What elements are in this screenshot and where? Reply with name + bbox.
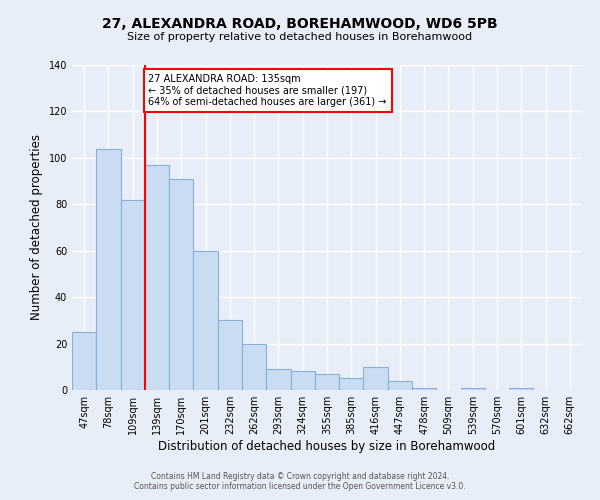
Bar — [461, 388, 485, 390]
Bar — [218, 320, 242, 390]
Text: 27 ALEXANDRA ROAD: 135sqm
← 35% of detached houses are smaller (197)
64% of semi: 27 ALEXANDRA ROAD: 135sqm ← 35% of detac… — [149, 74, 387, 108]
Bar — [121, 200, 145, 390]
Bar — [266, 369, 290, 390]
Bar — [388, 380, 412, 390]
Bar — [169, 179, 193, 390]
Text: Size of property relative to detached houses in Borehamwood: Size of property relative to detached ho… — [127, 32, 473, 42]
X-axis label: Distribution of detached houses by size in Borehamwood: Distribution of detached houses by size … — [158, 440, 496, 453]
Bar — [412, 388, 436, 390]
Text: 27, ALEXANDRA ROAD, BOREHAMWOOD, WD6 5PB: 27, ALEXANDRA ROAD, BOREHAMWOOD, WD6 5PB — [102, 18, 498, 32]
Bar — [72, 332, 96, 390]
Bar — [193, 250, 218, 390]
Bar — [509, 388, 533, 390]
Bar — [290, 372, 315, 390]
Bar — [145, 165, 169, 390]
Bar — [96, 148, 121, 390]
Bar — [242, 344, 266, 390]
Bar — [339, 378, 364, 390]
Y-axis label: Number of detached properties: Number of detached properties — [30, 134, 43, 320]
Bar — [364, 367, 388, 390]
Text: Contains HM Land Registry data © Crown copyright and database right 2024.: Contains HM Land Registry data © Crown c… — [151, 472, 449, 481]
Bar — [315, 374, 339, 390]
Text: Contains public sector information licensed under the Open Government Licence v3: Contains public sector information licen… — [134, 482, 466, 491]
